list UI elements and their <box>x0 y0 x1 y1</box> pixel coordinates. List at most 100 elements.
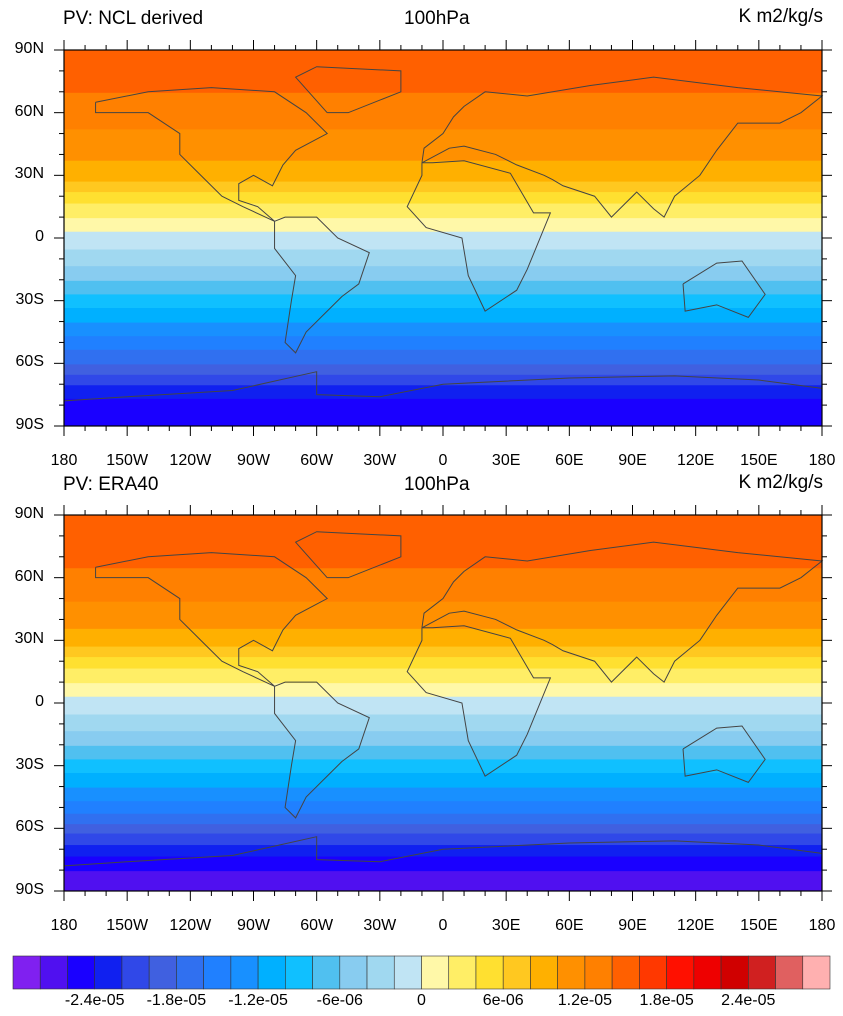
panel-title-center: 100hPa <box>404 474 470 495</box>
coastline <box>95 552 329 687</box>
colorbar-label: 0 <box>417 992 426 1009</box>
contour-band <box>64 349 822 365</box>
lat-label: 0 <box>35 228 44 245</box>
lon-label: 180 <box>808 917 836 934</box>
lon-label: 0 <box>438 917 448 934</box>
lat-label: 30N <box>14 630 44 648</box>
contour-band <box>64 231 822 250</box>
lon-label: 120W <box>169 917 212 934</box>
coastline <box>294 531 402 579</box>
coastline <box>63 371 823 402</box>
contour-band <box>64 515 822 569</box>
coastline <box>682 725 766 783</box>
contour-band <box>64 833 822 846</box>
map-panel <box>54 40 832 436</box>
coastline <box>274 216 370 354</box>
panel-units: K m2/kg/s <box>738 6 823 27</box>
panel-title-left: PV: NCL derived <box>63 8 204 29</box>
colorbar-box <box>475 955 504 990</box>
contour-band <box>64 50 822 94</box>
contour-band <box>64 160 822 183</box>
lon-label: 90W <box>237 452 270 469</box>
colorbar-label: 1.8e-05 <box>639 992 694 1009</box>
lat-label: 60S <box>15 818 44 836</box>
contour-band <box>64 628 822 648</box>
colorbar-box <box>366 955 395 990</box>
lon-label: 90W <box>237 917 270 934</box>
colorbar-box <box>148 955 177 990</box>
colorbar-box <box>530 955 558 990</box>
map-panel <box>54 505 832 901</box>
colorbar-box <box>312 955 341 990</box>
contour-band <box>64 696 822 715</box>
lon-label: 60W <box>300 452 334 469</box>
colorbar-box <box>802 955 831 990</box>
lat-label: 90S <box>15 416 44 433</box>
lat-label: 30S <box>15 290 44 308</box>
colorbar-box <box>121 955 150 990</box>
lon-label: 180 <box>50 452 78 469</box>
colorbar-box <box>94 955 123 990</box>
lon-label: 30E <box>491 452 521 469</box>
contour-band <box>64 374 822 386</box>
colorbar-box <box>693 955 722 990</box>
colorbar-box <box>611 955 640 990</box>
coastline <box>406 625 552 777</box>
colorbar-box <box>203 955 232 990</box>
lat-label: 30S <box>15 755 44 773</box>
lon-label: 90E <box>618 452 647 469</box>
colorbar-label: -1.2e-05 <box>228 992 288 1009</box>
contour-band <box>64 398 822 427</box>
lon-label: 180 <box>50 917 78 934</box>
lon-label: 120E <box>676 917 715 934</box>
coastline <box>682 260 766 318</box>
contour-band <box>64 845 822 858</box>
colorbar <box>12 955 831 990</box>
contour-band <box>64 772 822 789</box>
contour-band <box>64 266 822 282</box>
coastline <box>294 66 402 114</box>
contour-band <box>64 787 822 802</box>
contour-band <box>64 871 822 892</box>
colorbar-box <box>775 955 804 990</box>
contour-band <box>64 813 822 825</box>
colorbar-box <box>720 955 749 990</box>
contour-band <box>64 601 822 630</box>
contour-band <box>64 657 822 670</box>
panel-title-left: PV: ERA40 <box>63 474 159 495</box>
lon-label: 150E <box>740 452 778 469</box>
contour-band <box>64 759 822 774</box>
lon-label: 150W <box>106 917 149 934</box>
colorbar-label: -6e-06 <box>316 992 363 1009</box>
colorbar-box <box>12 955 41 990</box>
colorbar-box <box>39 955 68 990</box>
contour-band <box>64 745 822 760</box>
colorbar-label: -1.8e-05 <box>146 992 207 1009</box>
colorbar-box <box>584 955 613 990</box>
colorbar-box <box>230 955 259 990</box>
colorbar-box <box>666 955 695 990</box>
coastline <box>274 681 370 819</box>
contour-band <box>64 322 822 337</box>
colorbar-box <box>67 955 96 990</box>
panel-title-center: 100hPa <box>404 8 470 29</box>
contour-band <box>64 294 822 309</box>
lon-label: 30E <box>491 917 521 934</box>
coastline <box>406 160 552 312</box>
contour-band <box>64 364 822 376</box>
colorbar-box <box>747 955 776 990</box>
panel-units: K m2/kg/s <box>738 472 823 493</box>
contour-band <box>64 385 822 400</box>
contour-band <box>64 856 822 872</box>
colorbar-box <box>421 955 450 990</box>
lon-label: 120E <box>676 452 715 469</box>
contour-band <box>64 218 822 233</box>
colorbar-label: 2.4e-05 <box>721 992 776 1009</box>
lon-label: 0 <box>438 452 448 469</box>
lon-label: 30W <box>363 452 397 469</box>
lat-label: 90N <box>14 40 44 57</box>
colorbar-label: 1.2e-05 <box>557 992 613 1009</box>
contour-band <box>64 129 822 162</box>
coastline <box>95 87 329 222</box>
colorbar-box <box>285 955 313 990</box>
